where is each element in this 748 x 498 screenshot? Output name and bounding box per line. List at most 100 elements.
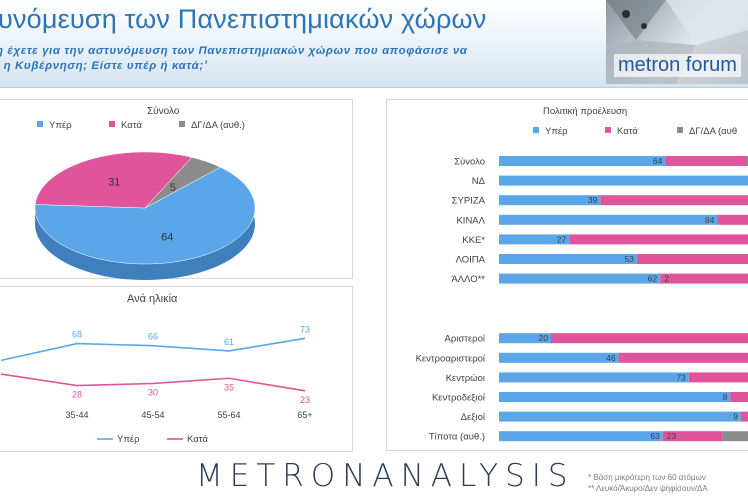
bar-segment-yper <box>499 175 748 186</box>
bar-chart-panel: Πολιτική προέλευση Υπέρ Κατά ΔΓ/ΔΑ (αυθ … <box>386 99 748 451</box>
legend-label: Κατά <box>121 120 142 131</box>
bar-segment-kata <box>662 431 723 442</box>
bar-segment-yper <box>499 254 637 264</box>
bar-value-label-kata: 23 <box>667 431 677 441</box>
footnote-base: * Βάση μικρότερη των 60 ατόμων <box>588 473 706 482</box>
metron-analysis-brand: METRONANALYSIS <box>196 458 575 494</box>
bar-value-label: 9 <box>733 412 738 422</box>
line-data-label: 30 <box>148 388 158 398</box>
bar-value-label: 63 <box>650 431 660 441</box>
line-data-label: 66 <box>148 332 158 342</box>
bar-category-label: Σύνολο <box>454 157 485 168</box>
bar-segment-dgda <box>746 156 748 166</box>
bar-segment-kata <box>660 273 748 284</box>
pie-slice-kata <box>34 151 193 209</box>
legend-swatch-kata <box>605 127 611 133</box>
page-subtitle: η έχετε για την αστυνόμευση των Πανεπιστ… <box>0 44 586 74</box>
bar-segment-kata <box>618 352 748 363</box>
bar-segment-kata <box>688 372 748 383</box>
footnote-other: ** Λευκό/Άκυρο/Δεν ψηφίσουν/ΔΑ <box>588 484 708 493</box>
header-banner: υνόμευση των Πανεπιστημιακών χώρων η έχε… <box>0 0 748 88</box>
bar-segment-yper <box>499 195 601 206</box>
line-chart: 68 66 61 73 28 30 35 23 35-44 45-54 55-64 65+ Υπέρ Κα… <box>0 324 313 445</box>
pie-legend-dgda: ΔΓ/ΔΑ (αυθ.) <box>179 120 245 131</box>
pie-chart: 64 31 5 <box>34 151 256 280</box>
line-x-tick-label: 55-64 <box>217 410 240 420</box>
bar-chart: Σύνολο 64 ΝΔ ΣΥΡΙΖΑ 39 ΚΙΝΑΛ 84 ΚΚΕ* 27 ΛΟΙΠΑ 53 ΆΛ… <box>416 156 748 443</box>
subtitle-line-1: η έχετε για την αστυνόμευση των Πανεπιστ… <box>0 45 468 57</box>
bar-segment-dgda <box>722 431 748 442</box>
bar-segment-yper <box>499 234 570 245</box>
metron-forum-logo: metron forum <box>606 0 748 84</box>
legend-swatch-dgda <box>677 127 683 133</box>
bar-value-label: 46 <box>606 353 616 363</box>
subtitle-line-2: ι η Κυβέρνηση; Είστε υπέρ ή κατά;’ <box>0 60 208 72</box>
legend-label: Υπέρ <box>545 126 568 137</box>
bar-segment-kata <box>740 411 748 422</box>
bar-chart-title: Πολιτική προέλευση <box>543 106 628 117</box>
bar-segment-yper <box>499 431 663 442</box>
bar-category-label: ΚΚΕ* <box>462 235 485 246</box>
bar-category-label: Αριστεροί <box>444 334 485 345</box>
pie-chart-panel: Σύνολο Υπέρ Κατά ΔΓ/ΔΑ (αυθ.) 64 31 5 <box>0 99 353 280</box>
bar-segment-kata <box>551 333 748 344</box>
bar-legend-yper: Υπέρ <box>533 126 568 137</box>
logo-text: metron forum <box>614 54 741 77</box>
bar-value-label: 73 <box>676 372 686 382</box>
bar-segment-kata <box>600 195 748 206</box>
line-chart-panel: Ανά ηλικία 68 66 61 73 28 30 35 23 35-44 45-54 55-… <box>0 286 353 452</box>
bar-segment-yper <box>499 273 661 284</box>
legend-swatch-yper <box>37 121 43 127</box>
bar-segment-yper <box>499 392 731 402</box>
line-series-yper <box>0 337 306 362</box>
pie-slice-dgda <box>144 157 221 209</box>
bar-segment-kata <box>717 214 748 225</box>
bar-category-label: Κεντρώοι <box>446 373 485 384</box>
bar-segment-yper <box>499 333 551 344</box>
bar-value-label: 62 <box>648 274 658 284</box>
legend-label: ΔΓ/ΔΑ (αυθ <box>689 126 738 137</box>
page-title: υνόμευση των Πανεπιστημιακών χώρων <box>0 4 487 34</box>
bar-segment-kata <box>569 234 748 245</box>
legend-label: Κατά <box>617 126 638 137</box>
bar-segment-yper <box>499 214 718 225</box>
legend-swatch-kata <box>109 121 115 127</box>
bar-value-label: 27 <box>557 234 567 244</box>
bar-category-label: Τίποτα (αυθ.) <box>429 432 485 443</box>
line-legend-label: Υπέρ <box>117 434 140 445</box>
line-data-label: 28 <box>72 390 82 400</box>
bar-segment-yper <box>499 372 689 383</box>
bar-value-label: 8 <box>723 392 728 402</box>
bar-category-label: ΆΛΛΟ** <box>451 274 485 285</box>
bar-segment-yper <box>499 156 666 166</box>
line-x-tick-label: 65+ <box>297 410 312 420</box>
bar-legend-dgda: ΔΓ/ΔΑ (αυθ <box>677 126 737 137</box>
pie-legend-yper: Υπέρ <box>37 120 72 131</box>
bar-category-label: Δεξιοί <box>461 412 486 423</box>
line-data-label: 73 <box>300 324 310 334</box>
bar-category-label: ΝΔ <box>472 176 486 187</box>
bar-category-label: Κεντροαριστεροί <box>416 353 486 364</box>
bar-segment-kata <box>730 392 748 402</box>
legend-label: ΔΓ/ΔΑ (αυθ.) <box>191 120 245 131</box>
pie-slice-yper <box>34 166 256 265</box>
bar-legend-kata: Κατά <box>605 126 638 137</box>
line-x-tick-label: 45-54 <box>141 410 164 420</box>
line-data-label: 23 <box>300 395 310 405</box>
pie-data-label: 31 <box>108 176 120 188</box>
bar-category-label: Κεντροδεξιοί <box>432 393 486 404</box>
bar-segment-yper <box>499 352 619 363</box>
bar-category-label: ΛΟΙΠΑ <box>456 255 486 266</box>
line-legend-label: Κατά <box>187 434 208 445</box>
legend-swatch-yper <box>533 127 539 133</box>
pie-data-label: 5 <box>170 182 176 194</box>
line-data-label: 68 <box>72 330 82 340</box>
bar-value-label: 53 <box>624 254 634 264</box>
pie-legend-kata: Κατά <box>109 120 142 131</box>
line-x-tick-label: 35-44 <box>65 410 88 420</box>
line-series-kata <box>0 373 306 392</box>
bar-value-label: 39 <box>588 195 598 205</box>
bar-value-label: 84 <box>705 215 715 225</box>
pie-chart-title: Σύνολο <box>147 106 180 117</box>
bar-category-label: ΣΥΡΙΖΑ <box>452 196 486 207</box>
